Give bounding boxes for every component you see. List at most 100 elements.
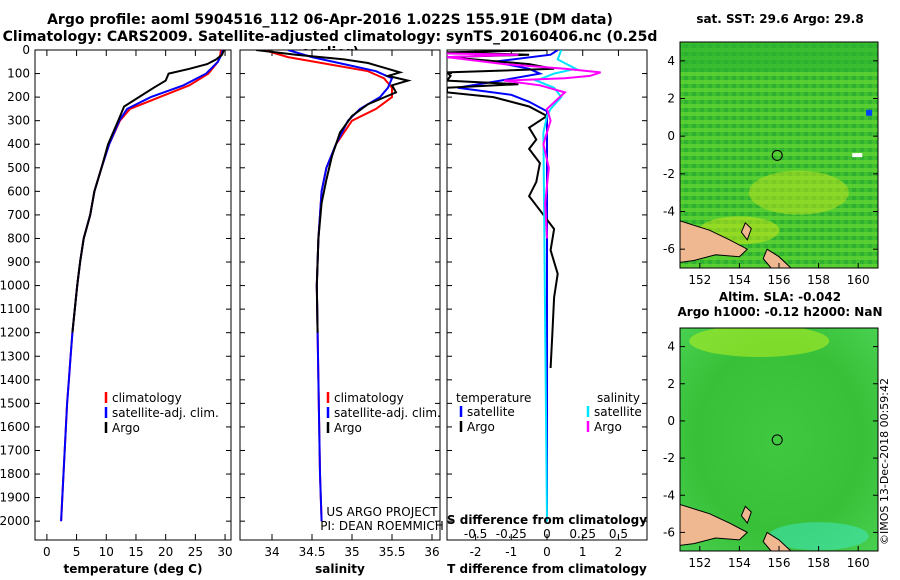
sst_map-xtick-label: 160	[847, 273, 870, 287]
sst_map-land	[762, 248, 792, 268]
salinity-frame	[239, 49, 441, 541]
salinity-xtick-label: 35.5	[379, 545, 406, 559]
sst_map-argo-marker	[771, 149, 783, 161]
salinity-legend-label: satellite-adj. clim.	[334, 406, 441, 420]
temperature-xtick-label: 5	[73, 545, 81, 559]
depth-tick-label: 1500	[0, 396, 30, 410]
depth-tick-label: 700	[7, 208, 30, 222]
temperature-xtick-label: 25	[188, 545, 203, 559]
sla_map-xtick-label: 152	[688, 556, 711, 570]
temperature-xlabel: temperature (deg C)	[64, 562, 203, 576]
sla_map-land	[762, 531, 792, 551]
difference-line-satellite	[457, 50, 559, 522]
sst_map-xtick-label: 154	[728, 273, 751, 287]
sst_map-cool-band	[680, 42, 878, 72]
title-line-1: Argo profile: aoml 5904516_112 06-Apr-20…	[47, 12, 613, 28]
depth-tick-label: 1900	[0, 491, 30, 505]
difference-legend-label: Argo	[467, 420, 495, 434]
sla_map-ytick-label: -6	[663, 525, 675, 539]
depth-tick-label: 1800	[0, 467, 30, 481]
sla_map-ytick-label: 4	[667, 340, 675, 354]
depth-tick-label: 1600	[0, 420, 30, 434]
temperature-xtick-label: 20	[158, 545, 173, 559]
depth-tick-label: 500	[7, 161, 30, 175]
difference-legend-left-title: temperature	[456, 391, 531, 405]
depth-tick-label: 600	[7, 184, 30, 198]
sst_map-warm-patch	[748, 170, 849, 215]
depth-tick-label: 0	[22, 43, 30, 57]
sla-map-subtitle: Argo h1000: -0.12 h2000: NaN	[677, 305, 883, 319]
sla_map-ytick-label: -4	[663, 488, 675, 502]
difference-top-xtick-label: -0.5	[464, 527, 487, 541]
depth-tick-label: 1300	[0, 349, 30, 363]
difference-legend-label: satellite	[467, 405, 515, 419]
difference-xtick-label: 2	[615, 545, 623, 559]
difference-xtick-label: 1	[579, 545, 587, 559]
temperature-series-group	[60, 50, 225, 522]
depth-tick-label: 300	[7, 114, 30, 128]
sst_map-ytick-label: 4	[667, 54, 675, 68]
difference-legend-label: Argo	[594, 420, 622, 434]
sst_map-land	[740, 221, 752, 241]
sst_map-ytick-label: -6	[663, 242, 675, 256]
difference-top-label: S difference from climatology	[447, 513, 647, 527]
credit-line-2: PI: DEAN ROEMMICH	[320, 519, 443, 533]
sst_map-cold-pixel	[866, 109, 873, 116]
temperature-legend-label: satellite-adj. clim.	[112, 406, 219, 420]
depth-tick-label: 900	[7, 255, 30, 269]
sst_map-xtick-label: 152	[688, 273, 711, 287]
depth-tick-label: 1700	[0, 443, 30, 457]
sst_map-ytick-label: 0	[667, 129, 675, 143]
sla_map-ytick-label: -2	[663, 451, 675, 465]
difference-xtick-label: -1	[505, 545, 517, 559]
sla_map-xtick-label: 156	[768, 556, 791, 570]
temperature-xtick-label: 30	[217, 545, 232, 559]
depth-tick-label: 1200	[0, 326, 30, 340]
salinity-line-argo	[255, 50, 412, 333]
difference-xlabel: T difference from climatology	[447, 562, 647, 576]
temperature-line-argo	[71, 50, 225, 333]
salinity-xtick-label: 34	[264, 545, 279, 559]
sla_map-argo-marker	[771, 434, 783, 446]
depth-tick-label: 200	[7, 90, 30, 104]
depth-tick-label: 400	[7, 137, 30, 151]
salinity-xlabel: salinity	[315, 562, 365, 576]
salinity-legend-label: climatology	[334, 391, 404, 405]
sst_map-ytick-label: 2	[667, 92, 675, 106]
salinity-xtick-label: 34.5	[299, 545, 326, 559]
difference-xtick-label: -2	[470, 545, 482, 559]
credit-line-1: US ARGO PROJECT	[326, 505, 438, 519]
sla_map-low-sla	[768, 522, 869, 551]
depth-tick-label: 800	[7, 231, 30, 245]
difference-line-s_satellite	[533, 50, 579, 522]
sst_map-ytick-label: -2	[663, 167, 675, 181]
salinity-legend-label: Argo	[334, 421, 362, 435]
difference-series-group	[447, 50, 601, 522]
sla_map-ytick-label: 0	[667, 414, 675, 428]
temperature-legend-label: climatology	[112, 391, 182, 405]
temperature-xtick-label: 0	[43, 545, 51, 559]
temperature-legend-label: Argo	[112, 421, 140, 435]
sla_map-land	[680, 503, 749, 546]
sla-map-title: Altim. SLA: -0.042	[718, 290, 842, 304]
difference-legend-label: satellite	[594, 405, 642, 419]
sla_map-land	[740, 505, 752, 525]
difference-top-xtick-label: 0.5	[609, 527, 628, 541]
temperature-xtick-label: 15	[128, 545, 143, 559]
sla_map-high-sla	[689, 328, 830, 358]
sst_map-land	[680, 220, 749, 263]
sst_map-xtick-label: 158	[807, 273, 830, 287]
difference-xtick-label: 0	[543, 545, 551, 559]
sla_map-ytick-label: 2	[667, 377, 675, 391]
sst_map-missing-pixels	[852, 153, 863, 158]
difference-top-xtick-label: -0.25	[496, 527, 527, 541]
salinity-xtick-label: 35	[344, 545, 359, 559]
sst_map-ytick-label: -4	[663, 205, 675, 219]
difference-legend-right-title: salinity	[597, 391, 640, 405]
temperature-xtick-label: 10	[99, 545, 114, 559]
difference-top-xtick-label: 0.25	[569, 527, 596, 541]
sst_map-overlay	[680, 42, 878, 268]
sla_map-xtick-label: 154	[728, 556, 751, 570]
